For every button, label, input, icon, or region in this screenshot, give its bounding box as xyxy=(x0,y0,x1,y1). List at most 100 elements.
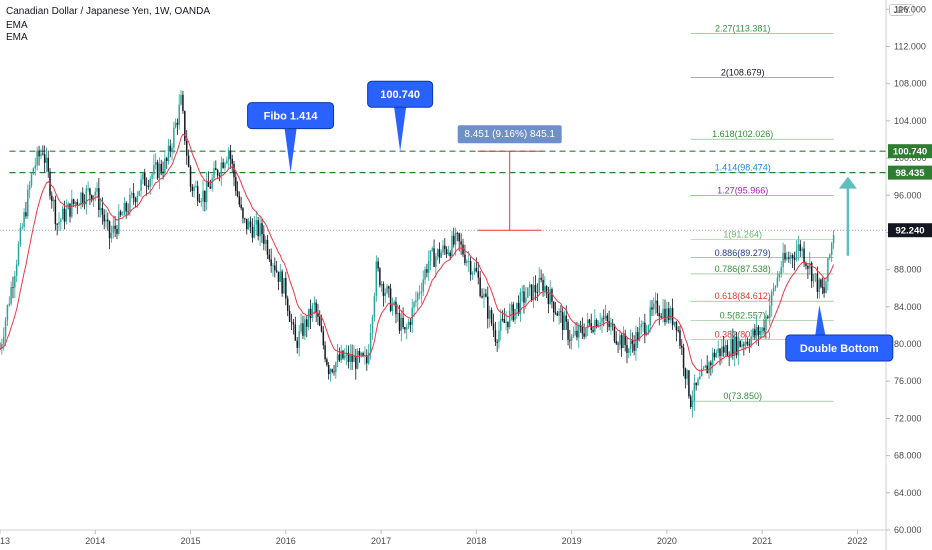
candle-body xyxy=(322,331,325,346)
candle-body xyxy=(451,235,453,257)
candle-body xyxy=(114,225,116,229)
candle-body xyxy=(420,291,423,294)
candle-body xyxy=(231,158,233,164)
candle-body xyxy=(292,322,295,325)
candle-body xyxy=(238,196,241,205)
candle-body xyxy=(544,286,546,291)
candle-body xyxy=(572,334,575,337)
candle-body xyxy=(660,316,662,318)
candle-body xyxy=(286,298,289,311)
candle-body xyxy=(384,292,386,297)
candle-body xyxy=(677,330,679,332)
fib-level-label: 0.786(87.538) xyxy=(715,264,771,274)
candle-body xyxy=(710,362,712,366)
candle-body xyxy=(236,190,239,197)
candle-body xyxy=(656,300,659,314)
candle-body xyxy=(151,174,153,179)
candle-body xyxy=(693,382,696,401)
candle-body xyxy=(407,321,410,328)
candle-body xyxy=(460,241,462,245)
candle-body xyxy=(422,279,424,292)
candle-body xyxy=(786,257,788,260)
candle-body xyxy=(108,221,111,239)
candle-body xyxy=(743,344,745,346)
candle-body xyxy=(570,336,573,341)
candle-body xyxy=(274,265,276,271)
candle-body xyxy=(12,287,14,288)
candle-body xyxy=(653,303,655,310)
candle-body xyxy=(684,368,687,379)
candle-body xyxy=(218,175,221,177)
candle-body xyxy=(418,293,421,295)
candle-body xyxy=(519,292,522,314)
candle-body xyxy=(485,293,487,297)
candle-body xyxy=(574,330,576,335)
candle-body xyxy=(797,244,800,252)
price-tick-label: 80.000 xyxy=(894,339,922,349)
candle-body xyxy=(268,254,271,260)
candle-body xyxy=(266,239,269,255)
candle-body xyxy=(362,352,364,356)
candle-body xyxy=(375,261,378,297)
fib-levels: 2.27(113.381) 2(108.679) 1.618(102.026) 1.4… xyxy=(690,24,834,402)
time-tick-label: 2019 xyxy=(562,536,582,546)
candle-body xyxy=(60,219,62,222)
candle-body xyxy=(240,204,242,209)
candle-body xyxy=(658,313,661,317)
candle-body xyxy=(1,343,3,349)
candle-body xyxy=(622,333,625,349)
candle-body xyxy=(830,243,833,255)
candle-body xyxy=(774,286,777,289)
candle-body xyxy=(810,263,813,282)
candle-body xyxy=(30,174,33,186)
candle-body xyxy=(149,178,151,187)
candle-body xyxy=(517,302,520,314)
candle-body xyxy=(549,289,551,305)
candle-body xyxy=(628,349,630,353)
candle-body xyxy=(713,352,716,358)
indicator-ema-2[interactable]: EMA xyxy=(6,32,28,43)
fib-level-label: 1(91.264) xyxy=(723,229,762,239)
fib-level-label: 0.5(82.557) xyxy=(720,310,766,320)
currency-badge[interactable]: JPY xyxy=(889,4,914,16)
candle-body xyxy=(645,332,648,336)
candle-body xyxy=(311,305,314,319)
candle-body xyxy=(772,288,775,292)
candle-body xyxy=(471,272,474,275)
fib-level-label: 1.618(102.026) xyxy=(712,129,773,139)
candle-body xyxy=(198,200,201,202)
candle-body xyxy=(85,188,88,205)
candle-body xyxy=(532,285,535,301)
candle-body xyxy=(688,370,690,397)
candle-body xyxy=(521,291,523,293)
candle-body xyxy=(433,248,435,267)
price-tick-label: 112.000 xyxy=(894,41,926,51)
candle-body xyxy=(708,362,710,374)
candle-body xyxy=(595,320,598,328)
fib-level-label: 2.27(113.381) xyxy=(715,24,770,34)
candle-body xyxy=(123,202,126,215)
candle-body xyxy=(765,316,767,331)
price-tick-label: 88.000 xyxy=(894,265,922,275)
price-tick-label: 68.000 xyxy=(894,451,922,461)
callout-box xyxy=(785,334,894,362)
candle-body xyxy=(119,211,122,215)
candle-body xyxy=(431,248,434,251)
price-tick-label: 60.000 xyxy=(894,525,922,535)
candle-body xyxy=(304,319,306,336)
indicator-ema-1[interactable]: EMA xyxy=(6,20,28,31)
candle-body xyxy=(264,239,267,244)
candle-body xyxy=(812,273,815,282)
candle-body xyxy=(569,339,571,341)
fib-level-label: 0.618(84.612) xyxy=(715,291,771,301)
candle-body xyxy=(578,325,580,338)
candle-body xyxy=(666,308,668,323)
candle-body xyxy=(235,177,237,191)
candles xyxy=(0,89,835,418)
candle-body xyxy=(6,305,9,321)
candle-body xyxy=(788,257,790,259)
candle-body xyxy=(440,252,442,258)
candle-body xyxy=(624,333,626,346)
candle-body xyxy=(309,308,312,319)
